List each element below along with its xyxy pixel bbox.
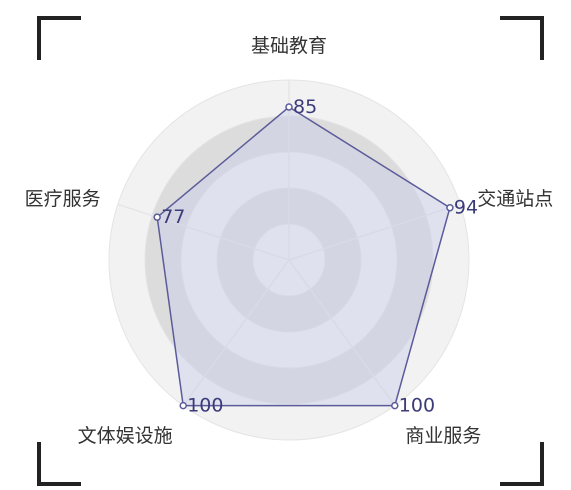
axis-label-3: 文体娱设施	[78, 425, 173, 447]
value-label-4: 77	[161, 206, 185, 228]
value-label-1: 94	[454, 197, 478, 219]
corner-bracket-bottom-left	[37, 442, 81, 486]
radar-axis-labels: 基础教育 交通站点 商业服务 文体娱设施 医疗服务	[25, 35, 554, 447]
radar-rings	[108, 79, 470, 441]
radar-value-labels: 85 94 100 100 77	[161, 96, 478, 417]
radar-spoke-1	[288, 203, 461, 261]
corner-bracket-top-right	[500, 16, 544, 60]
radar-spoke-3	[182, 259, 290, 407]
axis-label-0: 基础教育	[251, 35, 327, 57]
radar-point-3	[179, 401, 187, 410]
radar-point-1	[446, 203, 454, 212]
radar-spokes	[117, 80, 461, 407]
radar-series-area	[156, 106, 451, 407]
value-label-3: 100	[187, 395, 223, 417]
axis-label-4: 医疗服务	[25, 188, 101, 210]
corner-bracket-bottom-right	[500, 442, 544, 486]
corner-bracket-top-left	[37, 16, 81, 60]
radar-point-2	[391, 401, 399, 410]
radar-point-0	[285, 103, 293, 111]
axis-label-2: 商业服务	[405, 425, 481, 447]
radar-series	[153, 103, 454, 410]
radar-point-4	[153, 213, 161, 221]
value-label-2: 100	[399, 395, 435, 417]
value-label-0: 85	[293, 96, 317, 118]
radar-spoke-4	[117, 203, 290, 261]
radar-spoke-2	[288, 259, 396, 407]
axis-label-1: 交通站点	[477, 188, 553, 210]
